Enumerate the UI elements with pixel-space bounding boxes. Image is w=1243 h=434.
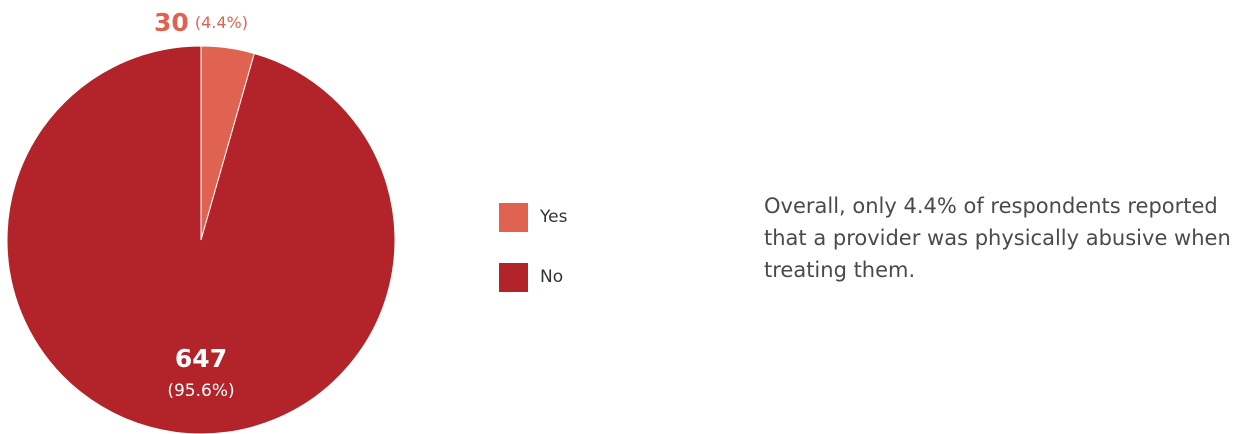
data-label-yes-value: 30 — [154, 8, 189, 37]
data-label-yes: 30 (4.4%) — [154, 8, 248, 37]
legend-swatch-no — [499, 262, 528, 292]
legend-swatch-yes — [499, 202, 528, 232]
summary-note: Overall, only 4.4% of respondents report… — [764, 194, 1231, 282]
legend-label-yes: Yes — [540, 207, 568, 227]
legend-label-no: No — [540, 267, 564, 287]
data-label-yes-percent: (4.4%) — [195, 13, 248, 32]
legend-item-no: No — [499, 262, 567, 292]
chart-legend: Yes No — [499, 202, 567, 322]
pie-slice-no — [6, 45, 396, 434]
pie-chart: 30 (4.4%) 647 (95.6%) — [6, 8, 396, 434]
legend-item-yes: Yes — [499, 202, 567, 232]
data-label-no-value: 647 — [175, 344, 227, 373]
data-label-no-percent: (95.6%) — [167, 381, 234, 401]
